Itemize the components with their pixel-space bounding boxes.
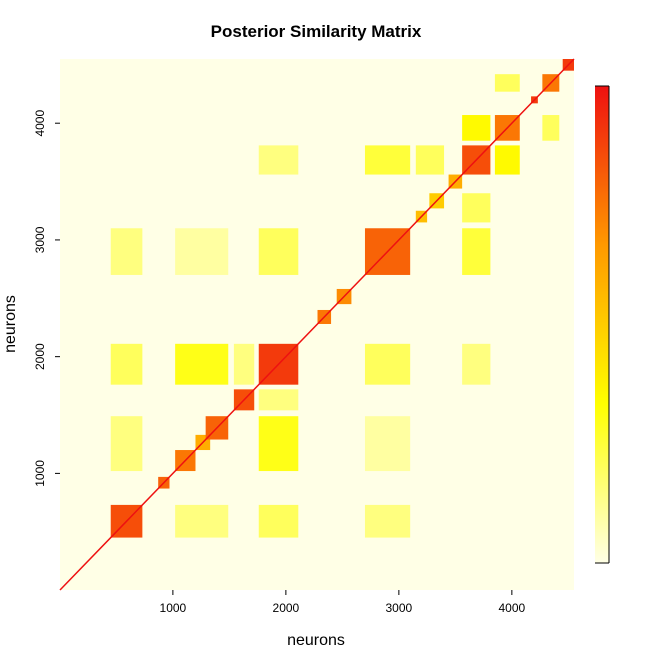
offdiag-block-11-lower [415, 145, 445, 175]
offdiag-block-4-lower [175, 228, 229, 275]
offdiag-block-0-upper [175, 504, 229, 538]
offdiag-block-5-upper [364, 343, 411, 385]
chart-title: Posterior Similarity Matrix [211, 22, 422, 41]
colorbar [595, 86, 609, 563]
x-tick-label-1000: 1000 [160, 601, 187, 615]
offdiag-block-2-upper [364, 504, 411, 538]
offdiag-block-1-upper [258, 504, 299, 538]
y-axis: 1000 2000 3000 4000 [33, 110, 60, 487]
offdiag-block-8-lower [462, 115, 491, 141]
offdiag-block-9-upper [542, 115, 560, 141]
offdiag-block-6-lower [258, 145, 299, 175]
offdiag-block-3-upper [258, 416, 299, 472]
x-axis-label: neurons [287, 632, 345, 649]
y-axis-label: neurons [2, 295, 19, 353]
offdiag-block-7-lower [364, 145, 411, 175]
offdiag-block-3-lower [175, 343, 229, 385]
x-tick-label-3000: 3000 [386, 601, 413, 615]
offdiag-block-0-lower [110, 416, 143, 472]
offdiag-block-1-lower [110, 343, 143, 385]
offdiag-block-10-lower [233, 343, 255, 385]
diagonal-self-similarity [59, 58, 575, 591]
offdiag-block-5-lower [258, 228, 299, 275]
x-tick-label-2000: 2000 [273, 601, 300, 615]
x-tick-label-4000: 4000 [499, 601, 526, 615]
y-tick-label-3000: 3000 [33, 226, 47, 253]
offdiag-block-8-upper [494, 145, 520, 175]
diagonal-line [59, 58, 575, 591]
offdiag-block-6-upper [462, 343, 491, 385]
offdiag-block-11-upper [462, 193, 491, 223]
offdiag-block-7-upper [462, 228, 491, 275]
y-tick-label-1000: 1000 [33, 460, 47, 487]
offdiag-block-10-upper [258, 389, 299, 411]
offdiag-block-4-upper [364, 416, 411, 472]
x-axis: 1000 2000 3000 4000 [160, 590, 526, 615]
offdiag-block-2-lower [110, 228, 143, 275]
offdiag-block-9-lower [494, 74, 520, 92]
y-tick-label-2000: 2000 [33, 343, 47, 370]
y-tick-label-4000: 4000 [33, 110, 47, 137]
